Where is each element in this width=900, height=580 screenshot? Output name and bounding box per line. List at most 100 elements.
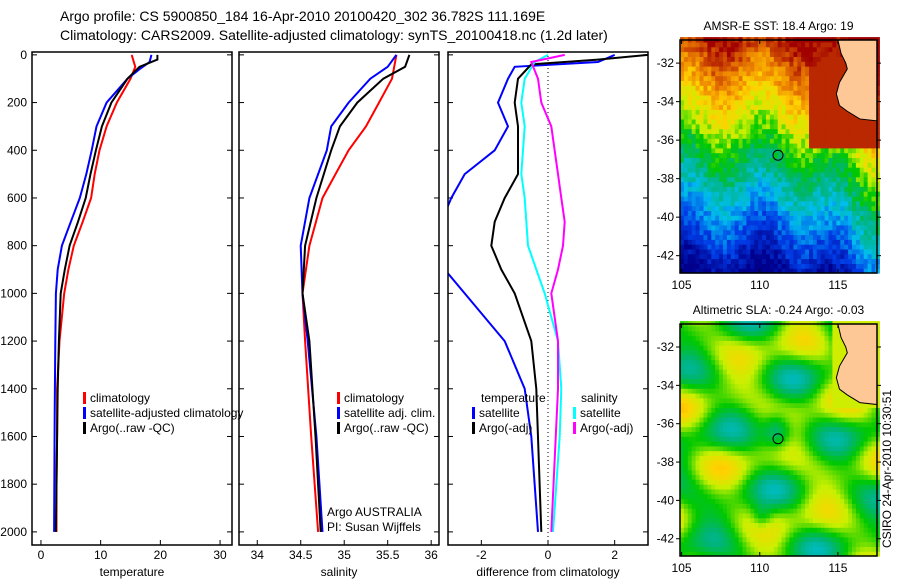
map-cell — [773, 426, 779, 432]
map-cell — [855, 498, 861, 504]
map-cell — [801, 527, 806, 533]
map-cell — [832, 522, 837, 528]
map-cell — [824, 479, 830, 485]
map-cell — [719, 469, 724, 476]
map-cell — [785, 455, 790, 461]
map-cell — [844, 263, 849, 269]
map-cell — [789, 421, 794, 428]
map-cell — [762, 61, 767, 67]
map-cell — [809, 527, 814, 533]
map-cell — [801, 393, 806, 399]
map-cell — [734, 484, 740, 490]
map-cell — [762, 469, 767, 476]
map-cell — [812, 522, 818, 528]
map-cell — [855, 224, 861, 231]
map-cell — [742, 431, 747, 437]
map-cell — [695, 205, 701, 211]
map-cell — [805, 325, 810, 332]
map-cell — [683, 402, 689, 408]
map-cell — [754, 210, 759, 216]
map-cell — [754, 75, 759, 81]
map-cell — [766, 200, 771, 207]
map-cell — [820, 532, 826, 538]
map-cell — [683, 335, 689, 341]
map-cell — [793, 99, 798, 106]
map-cell — [848, 541, 853, 547]
map-cell — [773, 364, 779, 370]
map-cell — [863, 248, 869, 255]
map-cell — [844, 421, 849, 428]
map-cell — [832, 85, 837, 91]
map-cell — [703, 436, 708, 442]
map-cell — [793, 196, 798, 202]
map-cell — [691, 75, 697, 81]
map-cell — [738, 114, 744, 120]
map-cell — [824, 114, 830, 120]
pi-label: PI: Susan Wijffels — [327, 520, 421, 534]
map-cell — [789, 263, 794, 269]
map-cell — [781, 263, 787, 269]
map-cell — [863, 541, 869, 547]
map-cell — [785, 512, 790, 519]
map-cell — [734, 143, 740, 149]
map-cell — [769, 536, 775, 543]
map-cell — [703, 522, 708, 528]
map-cell — [762, 215, 767, 221]
diff-temp-legend-swatch — [472, 407, 475, 419]
map-cell — [836, 114, 841, 120]
map-cell — [809, 152, 814, 158]
map-cell — [703, 402, 708, 408]
map-cell — [723, 359, 728, 365]
map-cell — [715, 455, 720, 461]
map-cell — [797, 335, 802, 341]
map-cell — [812, 104, 818, 110]
map-cell — [687, 378, 693, 384]
map-cell — [805, 373, 810, 380]
map-cell — [832, 75, 837, 81]
map-cell — [691, 517, 697, 524]
map-cell — [828, 123, 833, 130]
map-cell — [793, 551, 798, 557]
map-cell — [812, 220, 818, 226]
map-cell — [726, 157, 732, 163]
map-cell — [687, 46, 693, 53]
map-cell — [703, 248, 708, 255]
map-cell — [848, 469, 853, 476]
map-cell — [852, 258, 857, 264]
map-cell — [781, 340, 787, 346]
map-cell — [746, 244, 751, 250]
map-cell — [832, 508, 837, 514]
map-cell — [687, 536, 693, 543]
map-cell — [695, 46, 701, 53]
map-cell — [801, 335, 806, 341]
map-cell — [844, 119, 849, 125]
map-cell — [855, 162, 861, 168]
map-cell — [769, 522, 775, 528]
map-cell — [715, 147, 720, 154]
map-cell — [859, 546, 865, 552]
map-cell — [715, 128, 720, 134]
map-cell — [828, 325, 833, 332]
map-cell — [773, 90, 779, 96]
map-cell — [777, 340, 783, 346]
map-cell — [781, 330, 787, 337]
map-cell — [723, 325, 728, 332]
map-cell — [746, 75, 751, 81]
map-cell — [820, 527, 826, 533]
map-cell — [738, 378, 744, 384]
map-cell — [762, 445, 767, 452]
map-cell — [855, 551, 861, 557]
map-cell — [820, 200, 826, 207]
map-cell — [859, 527, 865, 533]
map-cell — [750, 200, 755, 207]
map-cell — [726, 441, 732, 447]
map-cell — [766, 488, 771, 495]
map-cell — [769, 147, 775, 154]
map-cell — [809, 345, 814, 351]
map-cell — [812, 536, 818, 543]
map-cell — [812, 532, 818, 538]
map-cell — [707, 138, 712, 144]
map-cell — [750, 527, 755, 533]
map-cell — [691, 546, 697, 552]
map-cell — [820, 397, 826, 404]
